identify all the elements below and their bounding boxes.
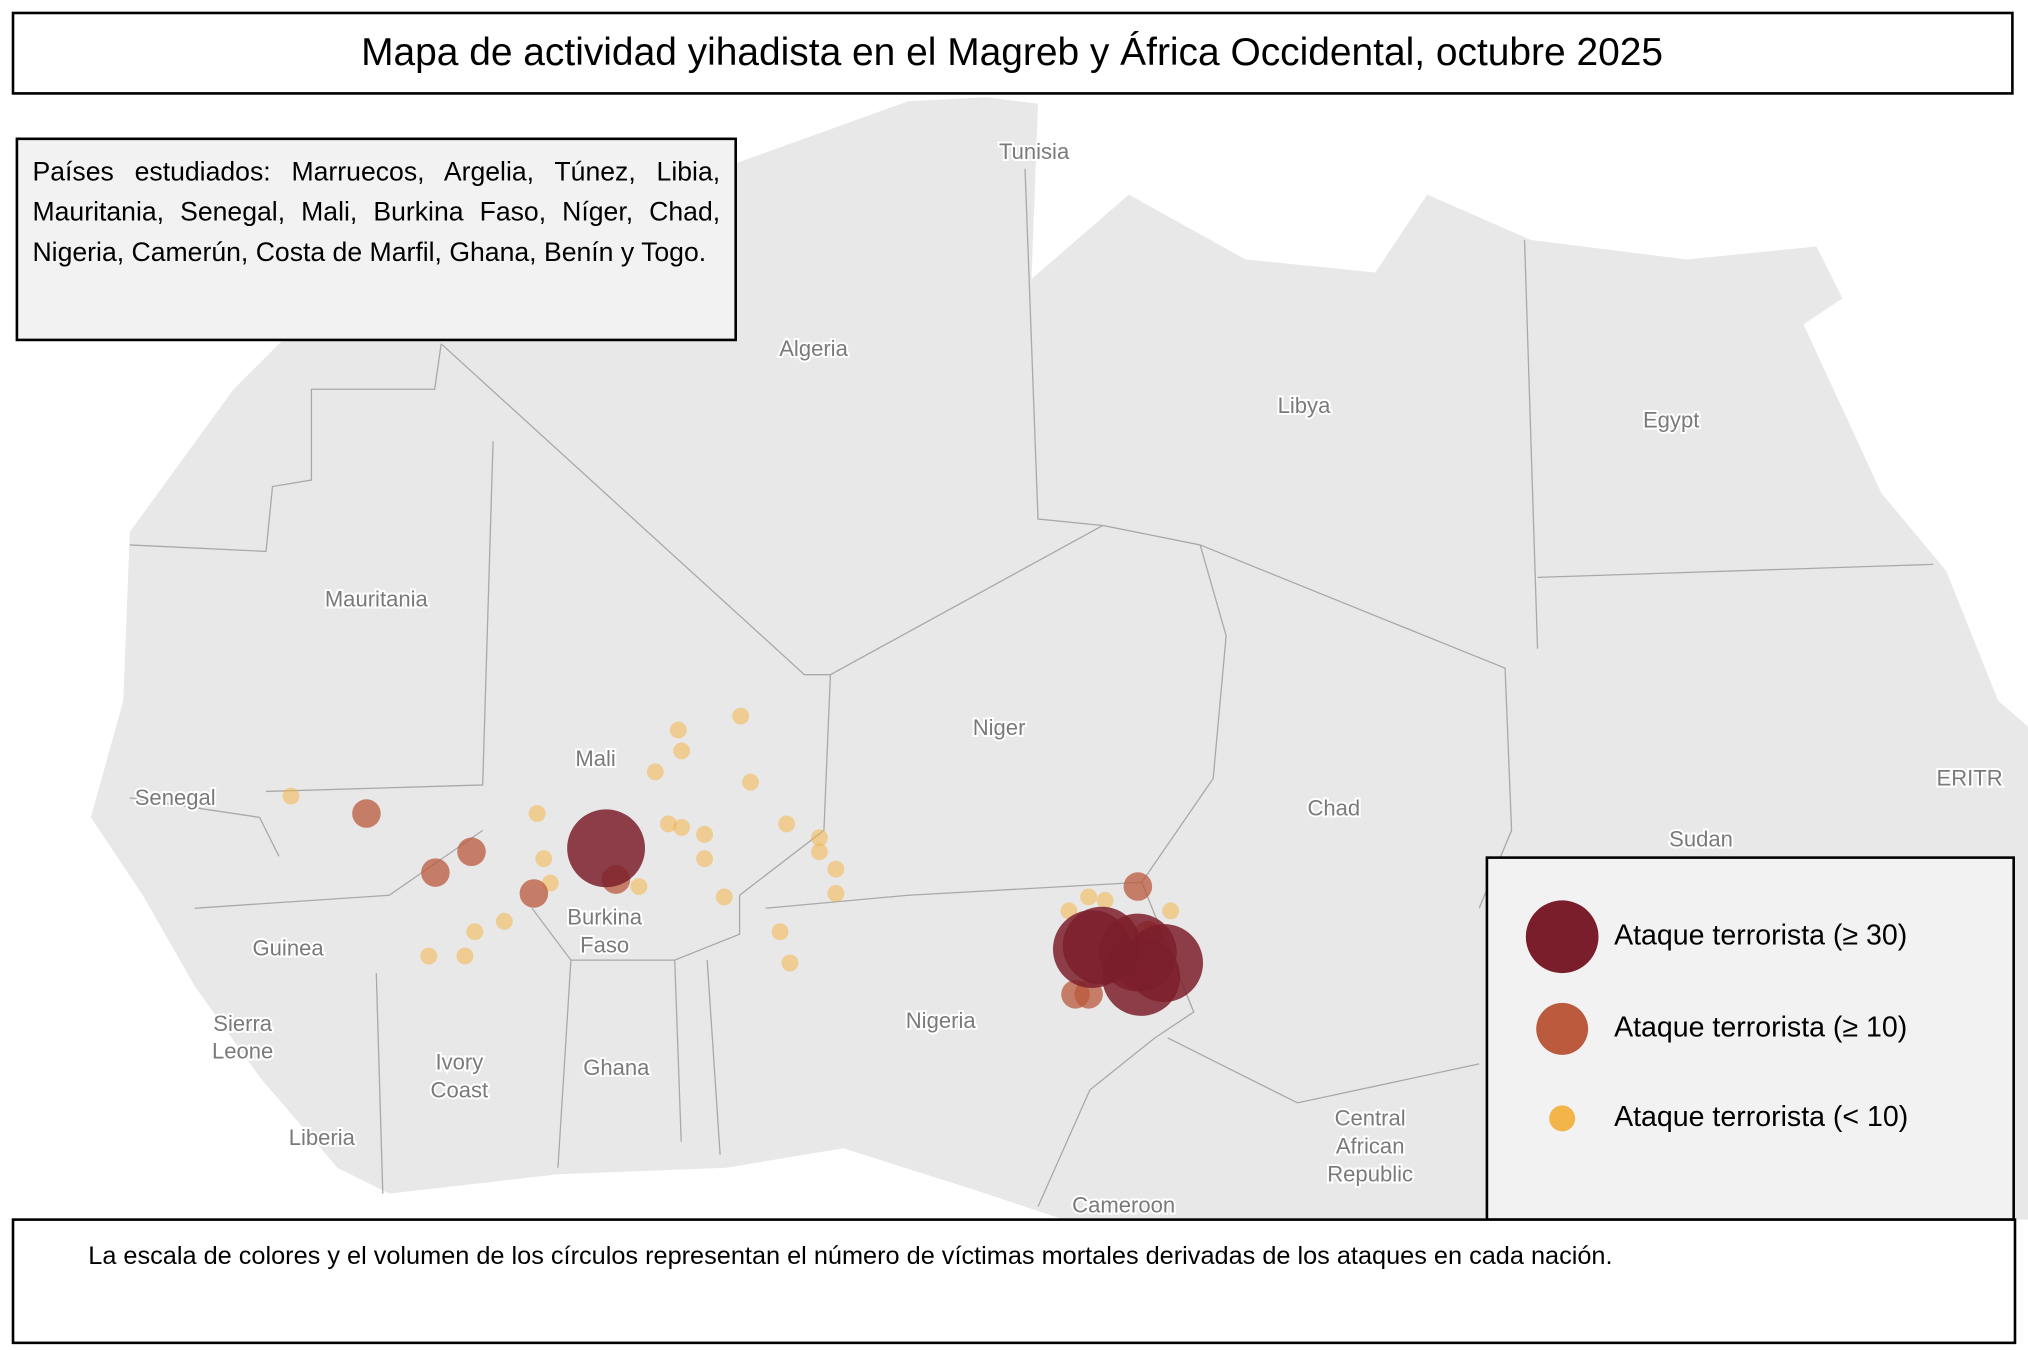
attack-point [673, 818, 691, 836]
border [129, 343, 442, 553]
attack-point [1080, 888, 1098, 906]
attack-point [1162, 902, 1180, 920]
country-label: Sierra [213, 1011, 273, 1036]
country-label: Libya [1278, 393, 1331, 418]
attack-point [466, 923, 484, 941]
attack-point [567, 809, 646, 888]
country-label: African [1336, 1133, 1405, 1158]
title: Mapa de actividad yihadista en el Magreb… [361, 31, 1663, 74]
attack-point [528, 805, 546, 822]
legend-label: Ataque terrorista (≥ 10) [1614, 1011, 1907, 1043]
attack-point [282, 787, 300, 805]
border [557, 960, 572, 1168]
attack-point [495, 912, 513, 930]
attack-point [732, 707, 750, 725]
border [1537, 563, 1934, 579]
country-label: Republic [1327, 1161, 1413, 1186]
country-label: Ghana [583, 1055, 650, 1080]
attack-point [827, 860, 845, 878]
border [739, 674, 832, 896]
country-label: Coast [431, 1078, 489, 1103]
attack-point [778, 815, 796, 833]
attack-point [781, 954, 799, 972]
attack-point [646, 763, 664, 781]
attack-point [669, 721, 687, 739]
attack-point [827, 885, 845, 902]
border [1523, 240, 1539, 649]
attack-point [456, 947, 474, 965]
country-label: Mali [575, 746, 615, 771]
border [1024, 168, 1103, 527]
country-label: Algeria [779, 336, 848, 361]
attack-point [457, 837, 486, 867]
attack-point [630, 878, 648, 895]
attack-point [811, 829, 828, 847]
legend-swatch [1549, 1105, 1576, 1132]
country-label: Ivory [435, 1050, 483, 1075]
border [194, 829, 484, 909]
country-label: Cameroon [1072, 1192, 1175, 1217]
attack-point [696, 850, 713, 868]
footnote: La escala de colores y el volumen de los… [88, 1242, 1612, 1270]
country-label: Niger [973, 715, 1026, 740]
country-label: Nigeria [906, 1008, 977, 1033]
attack-point [420, 947, 438, 965]
attack-point [352, 799, 381, 828]
border [765, 881, 1142, 909]
legend-swatch [1536, 1002, 1589, 1055]
country-label: ERITR [1936, 766, 2002, 791]
country-label: Leone [212, 1039, 273, 1064]
attack-point [673, 742, 691, 760]
border [129, 797, 280, 857]
info-container: Países estudiados: Marruecos, Argelia, T… [32, 156, 721, 268]
footnote-box [11, 1218, 2017, 1345]
country-label: Liberia [289, 1125, 356, 1150]
info-text: Países estudiados: Marruecos, Argelia, T… [32, 156, 721, 268]
attack-point [1052, 910, 1131, 989]
country-label: Guinea [253, 936, 325, 961]
country-label: Chad [1307, 795, 1360, 820]
border [1141, 544, 1227, 883]
attack-point [660, 815, 677, 833]
legend-swatch [1525, 900, 1599, 974]
attack-point [811, 843, 828, 861]
legend-label: Ataque terrorista (≥ 30) [1614, 919, 1907, 951]
attack-point [742, 773, 759, 791]
legend-label: Ataque terrorista (< 10) [1614, 1101, 1908, 1133]
border [706, 960, 721, 1155]
country-label: Egypt [1643, 408, 1699, 433]
border [375, 973, 384, 1194]
info-box [15, 137, 737, 342]
attack-point [535, 850, 553, 868]
country-label: Mauritania [325, 587, 429, 612]
attack-point [715, 888, 733, 906]
border [674, 960, 682, 1142]
attack-point [1096, 891, 1114, 909]
country-label: Central [1335, 1106, 1406, 1131]
attack-point [696, 825, 713, 843]
country-label: Burkina [567, 904, 642, 929]
border [1167, 1037, 1480, 1104]
attack-point [421, 858, 450, 887]
title-box [11, 11, 2014, 95]
attack-point [771, 923, 789, 941]
country-label: Sudan [1669, 827, 1733, 852]
country-label: Faso [580, 932, 629, 957]
country-label: Senegal [135, 785, 216, 810]
border [265, 441, 494, 793]
attack-point [1123, 872, 1153, 901]
attack-point [519, 879, 549, 908]
country-label: Tunisia [999, 139, 1070, 164]
